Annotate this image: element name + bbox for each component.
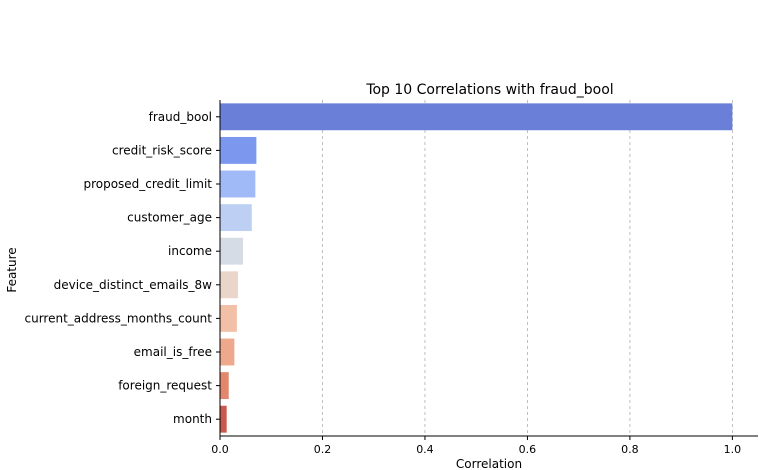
x-tick-label: 1.0: [724, 443, 742, 456]
x-tick-labels: 0.0 0.2 0.4 0.6 0.8 1.0: [211, 436, 741, 456]
y-tick-label: email_is_free: [134, 345, 212, 359]
x-tick-label: 0.0: [211, 443, 229, 456]
bar-customer-age: [220, 204, 252, 232]
x-tick-label: 0.8: [621, 443, 639, 456]
y-tick-label: credit_risk_score: [112, 143, 212, 157]
x-tick-label: 0.4: [416, 443, 434, 456]
x-tick-label: 0.6: [519, 443, 537, 456]
y-tick-label: device_distinct_emails_8w: [54, 278, 213, 292]
y-tick-label: proposed_credit_limit: [83, 177, 212, 191]
y-tick-label: month: [173, 412, 212, 426]
y-tick-label: income: [168, 244, 212, 258]
y-tick-label: customer_age: [127, 211, 212, 225]
y-tick-labels: fraud_bool credit_risk_score proposed_cred…: [25, 110, 220, 426]
bar-fraud-bool: [220, 103, 733, 131]
y-tick-label: fraud_bool: [149, 110, 212, 124]
x-axis-label: Correlation: [456, 457, 522, 470]
axes: [219, 100, 758, 437]
bar-email-is-free: [220, 338, 235, 366]
y-tick-label: foreign_request: [118, 379, 212, 393]
y-tick-label: current_address_months_count: [25, 311, 213, 325]
grid-lines: [322, 100, 733, 436]
bar-current-address-months-count: [220, 304, 237, 332]
chart-title: Top 10 Correlations with fraud_bool: [365, 82, 613, 98]
bar-credit-risk-score: [220, 136, 257, 164]
y-axis-label: Feature: [5, 247, 19, 292]
bar-device-distinct-emails-8w: [220, 271, 238, 299]
bar-month: [220, 405, 227, 433]
bar-foreign-request: [220, 372, 229, 400]
x-tick-label: 0.2: [314, 443, 332, 456]
bars: [220, 103, 733, 433]
bar-income: [220, 237, 244, 265]
bar-proposed-credit-limit: [220, 170, 256, 198]
